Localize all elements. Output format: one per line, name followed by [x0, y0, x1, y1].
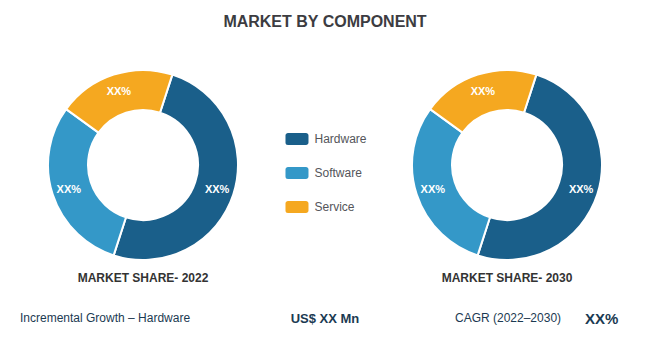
- svg-text:XX%: XX%: [585, 310, 618, 327]
- svg-text:US$ XX Mn: US$ XX Mn: [291, 311, 360, 326]
- svg-text:Software: Software: [314, 166, 362, 180]
- svg-text:XX%: XX%: [569, 183, 594, 195]
- svg-text:XX%: XX%: [205, 183, 230, 195]
- svg-text:XX%: XX%: [107, 85, 132, 97]
- svg-text:MARKET SHARE- 2030: MARKET SHARE- 2030: [442, 271, 573, 285]
- svg-text:Hardware: Hardware: [314, 132, 366, 146]
- svg-text:Service: Service: [314, 200, 354, 214]
- svg-text:Incremental Growth – Hardware: Incremental Growth – Hardware: [20, 311, 190, 325]
- svg-text:MARKET SHARE- 2022: MARKET SHARE- 2022: [78, 271, 209, 285]
- svg-text:XX%: XX%: [57, 183, 82, 195]
- svg-text:XX%: XX%: [471, 85, 496, 97]
- svg-text:CAGR (2022–2030): CAGR (2022–2030): [455, 311, 561, 325]
- svg-text:MARKET BY COMPONENT: MARKET BY COMPONENT: [223, 13, 426, 30]
- svg-text:XX%: XX%: [421, 183, 446, 195]
